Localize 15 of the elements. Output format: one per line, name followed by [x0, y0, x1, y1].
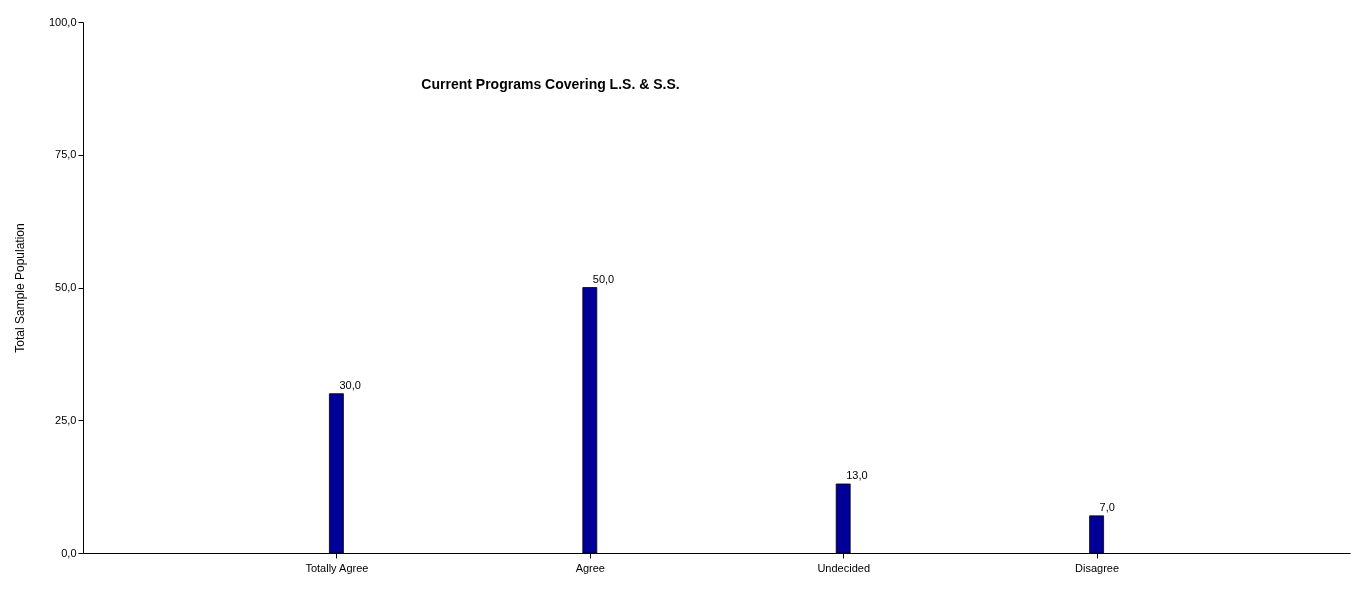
y-tick-label: 50,0 — [55, 281, 77, 293]
y-axis-title: Total Sample Population — [12, 223, 27, 353]
y-tick-label: 100,0 — [48, 15, 77, 28]
x-tick-label: Agree — [575, 561, 605, 574]
text: Current Programs Covering L.S. & S.S. — [421, 76, 680, 92]
y-tick-label: 75,0 — [55, 148, 77, 161]
data-label: 13,0 — [846, 468, 868, 481]
y-tick-label: 0,0 — [61, 546, 77, 559]
x-tick-label: Totally Agree — [305, 561, 369, 574]
data-label: 50,0 — [592, 272, 615, 285]
data-label: 30,0 — [339, 378, 361, 391]
y-tick-label: 25,0 — [55, 413, 77, 426]
x-tick-label: Undecided — [817, 561, 870, 574]
x-tick-label: Disagree — [1075, 561, 1120, 574]
data-label: 7,0 — [1099, 500, 1115, 513]
